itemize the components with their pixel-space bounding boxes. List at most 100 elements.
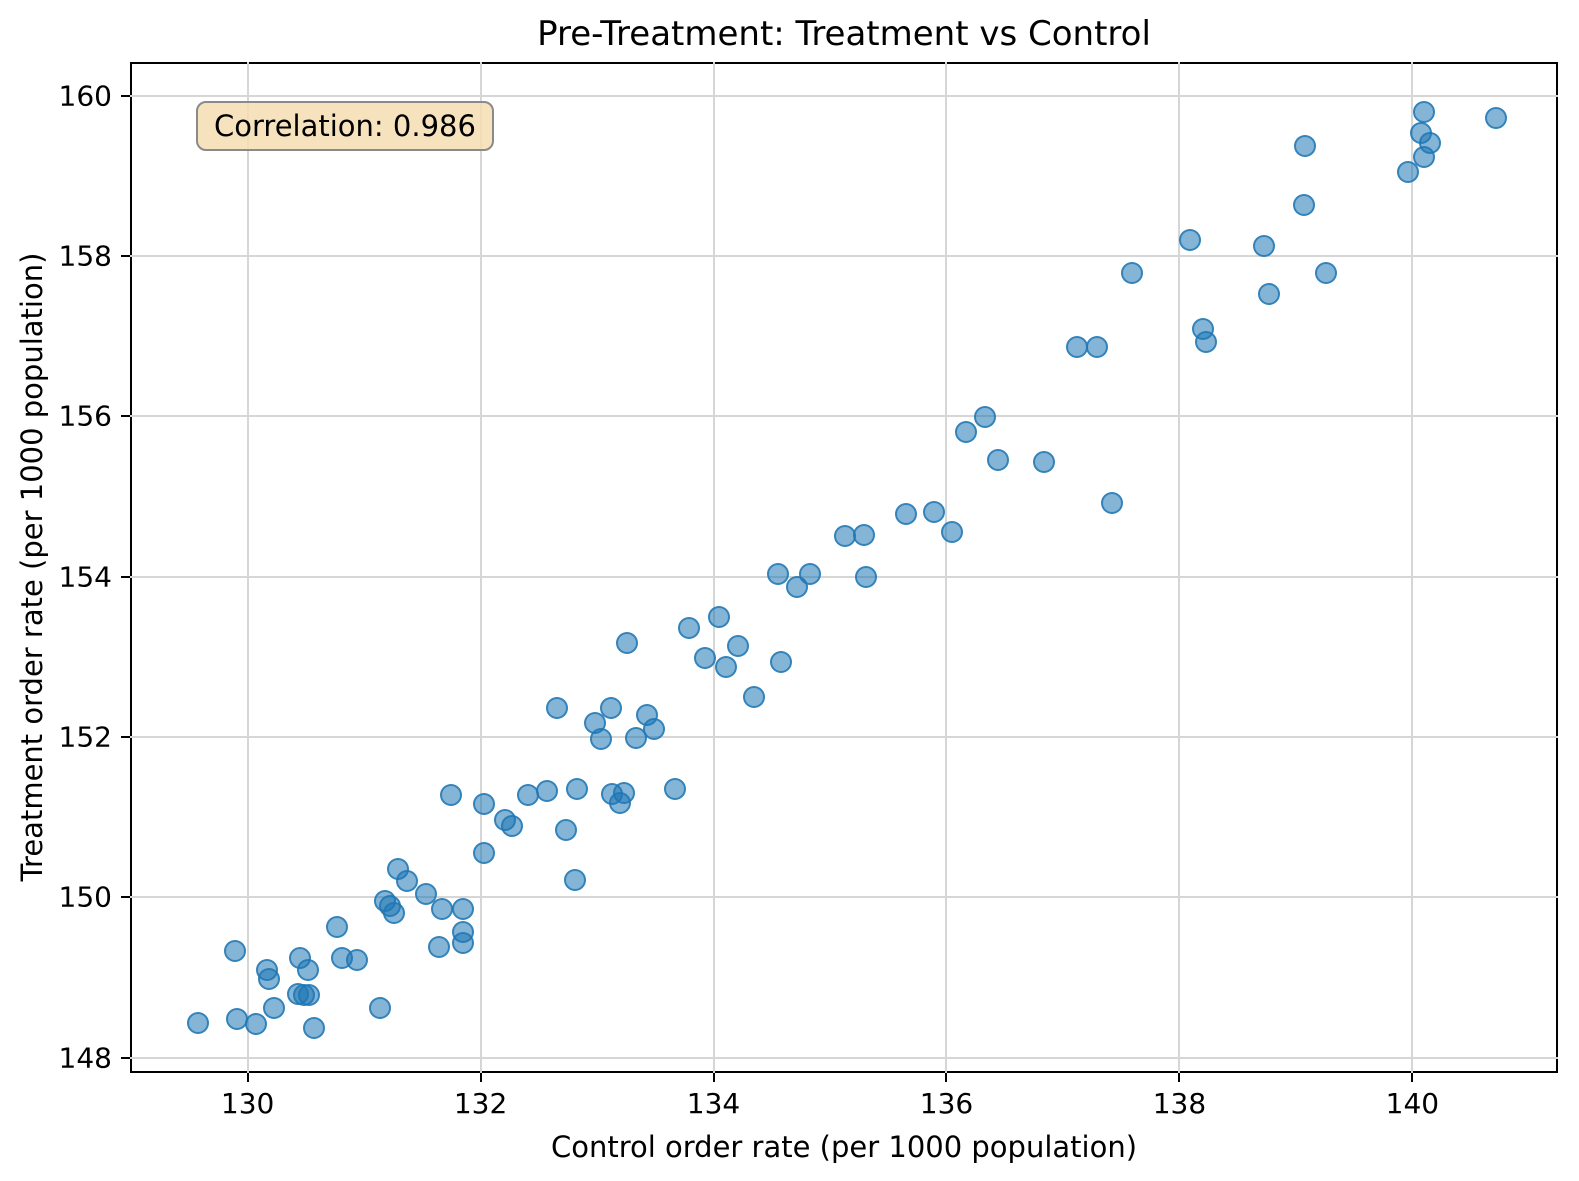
y-axis-label: Treatment order rate (per 1000 populatio…	[15, 252, 49, 882]
scatter-point	[1485, 107, 1508, 130]
scatter-point	[770, 650, 793, 673]
y-gridline	[130, 1056, 1558, 1059]
scatter-point	[589, 728, 612, 751]
scatter-point	[326, 916, 349, 939]
scatter-point	[624, 726, 647, 749]
y-tick-mark	[121, 575, 130, 578]
y-tick-label: 152	[58, 720, 112, 754]
x-tick-label: 136	[919, 1087, 974, 1120]
scatter-point	[297, 959, 320, 982]
y-tick-label: 150	[58, 880, 112, 914]
x-tick-mark	[712, 1073, 715, 1082]
scatter-point	[941, 520, 964, 543]
scatter-point	[554, 819, 577, 842]
y-tick-label: 156	[58, 399, 112, 433]
scatter-point	[1085, 336, 1108, 359]
scatter-point	[263, 997, 286, 1020]
y-tick-label: 160	[58, 79, 112, 113]
x-tick-label: 138	[1152, 1087, 1207, 1120]
scatter-point	[1293, 193, 1316, 216]
scatter-point	[1258, 282, 1281, 305]
scatter-point	[1065, 336, 1088, 359]
y-gridline	[130, 415, 1558, 418]
scatter-point	[1396, 160, 1419, 183]
scatter-point	[383, 901, 406, 924]
scatter-point	[678, 617, 701, 640]
scatter-point	[727, 635, 749, 658]
scatter-point	[414, 883, 437, 906]
y-tick-label: 154	[58, 560, 112, 594]
scatter-point	[1253, 234, 1276, 257]
scatter-point	[743, 685, 766, 708]
scatter-point	[973, 406, 996, 429]
scatter-point	[664, 778, 687, 801]
scatter-point	[609, 791, 632, 814]
scatter-point	[986, 449, 1009, 472]
scatter-point	[799, 563, 822, 586]
x-tick-label: 140	[1385, 1087, 1440, 1120]
x-gridline	[479, 62, 482, 1073]
scatter-point	[1413, 145, 1436, 168]
scatter-point	[473, 841, 496, 864]
scatter-point	[715, 655, 738, 678]
scatter-point	[894, 503, 917, 526]
x-gridline	[1178, 62, 1181, 1073]
scatter-point	[244, 1013, 267, 1036]
plot-area	[130, 62, 1558, 1073]
scatter-point	[1195, 330, 1218, 353]
scatter-point	[855, 565, 878, 588]
scatter-point	[452, 932, 475, 955]
scatter-point	[766, 563, 789, 586]
x-gridline	[712, 62, 715, 1073]
scatter-point	[257, 968, 280, 991]
x-gridline	[945, 62, 948, 1073]
scatter-point	[223, 940, 246, 963]
scatter-point	[1100, 491, 1123, 514]
scatter-point	[643, 718, 666, 741]
x-gridline	[1411, 62, 1414, 1073]
x-axis-label: Control order rate (per 1000 population)	[550, 1130, 1138, 1164]
y-tick-label: 148	[58, 1041, 112, 1075]
scatter-point	[955, 420, 978, 443]
scatter-point	[566, 778, 589, 801]
scatter-point	[440, 783, 463, 806]
y-tick-mark	[121, 415, 130, 418]
chart-title: Pre-Treatment: Treatment vs Control	[537, 14, 1151, 54]
scatter-point	[852, 524, 875, 547]
scatter-point	[501, 815, 524, 838]
scatter-point	[473, 792, 496, 815]
x-tick-mark	[479, 1073, 482, 1082]
x-gridline	[246, 62, 249, 1073]
x-tick-label: 132	[453, 1087, 508, 1120]
y-gridline	[130, 575, 1558, 578]
x-tick-mark	[1411, 1073, 1414, 1082]
x-tick-label: 130	[220, 1087, 275, 1120]
y-tick-mark	[121, 255, 130, 258]
scatter-point	[369, 997, 392, 1020]
scatter-point	[298, 984, 321, 1007]
x-tick-mark	[246, 1073, 249, 1082]
scatter-point	[600, 697, 623, 720]
scatter-point	[427, 936, 450, 959]
y-tick-mark	[121, 736, 130, 739]
scatter-point	[1294, 135, 1317, 158]
scatter-point	[396, 870, 419, 893]
y-tick-mark	[121, 94, 130, 97]
scatter-point	[431, 898, 454, 921]
y-tick-mark	[121, 896, 130, 899]
scatter-point	[1413, 100, 1436, 123]
scatter-point	[616, 632, 639, 655]
y-gridline	[130, 94, 1558, 97]
correlation-annotation: Correlation: 0.986	[196, 101, 494, 151]
y-tick-label: 158	[58, 239, 112, 273]
y-tick-mark	[121, 1056, 130, 1059]
scatter-point	[535, 779, 558, 802]
scatter-point	[708, 605, 731, 628]
scatter-point	[303, 1017, 326, 1040]
scatter-point	[346, 948, 369, 971]
scatter-point	[1120, 261, 1143, 284]
scatter-point	[563, 868, 586, 891]
scatter-point	[546, 697, 569, 720]
x-tick-mark	[945, 1073, 948, 1082]
